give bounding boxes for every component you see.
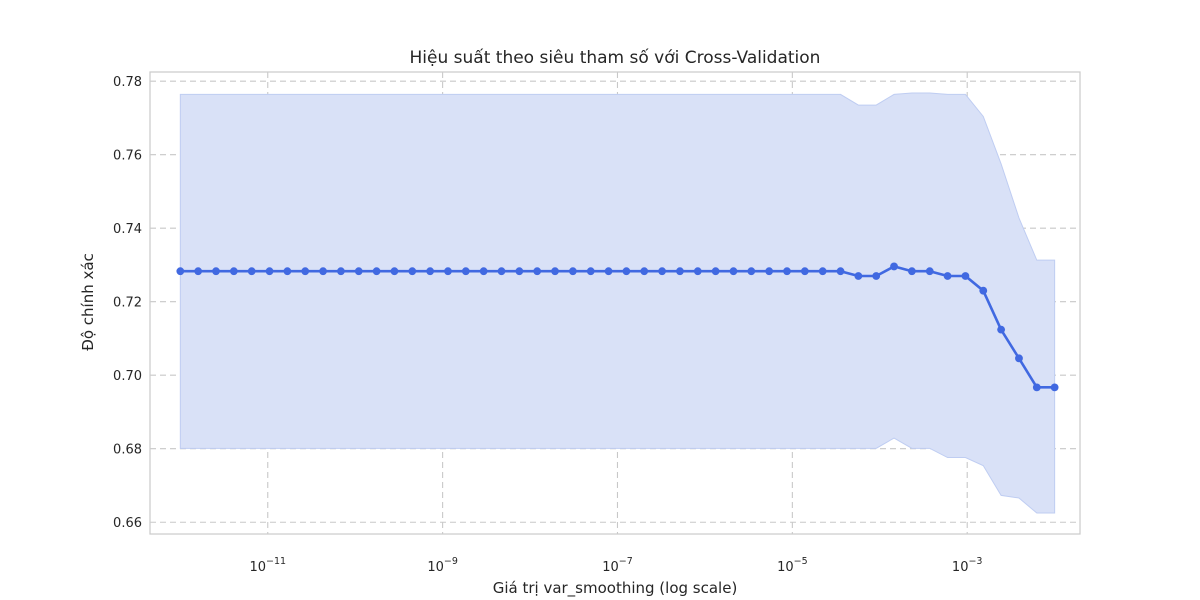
data-point [426,267,435,276]
data-point [283,267,292,276]
x-axis-ticks: 10−11 10−9 10−7 10−5 10−3 [249,556,982,575]
x-tick-label: 10−3 [952,556,983,575]
data-point [479,267,488,276]
y-tick-label: 0.72 [113,296,142,311]
data-points [176,262,1059,392]
data-point [515,267,524,276]
confidence-band [179,92,1056,514]
data-point [979,286,988,295]
data-point [908,267,916,276]
data-point [1050,383,1059,392]
x-tick-label: 10−7 [602,556,633,575]
data-point [943,272,952,280]
data-point [390,267,399,276]
data-point [194,267,203,276]
data-point [783,267,791,276]
x-axis-label: Giá trị var_smoothing (log scale) [493,579,738,598]
plot-frame [149,71,1081,535]
data-point [586,267,595,276]
data-point [854,272,863,280]
data-point [872,272,881,280]
data-point [765,267,774,276]
data-point [568,267,577,276]
data-point [747,267,756,276]
data-point [622,267,631,276]
data-point [836,267,845,276]
data-point [800,267,809,276]
data-point [818,267,827,276]
data-point [229,267,238,276]
data-point [372,267,381,276]
data-point [925,267,934,276]
data-point [640,267,649,276]
data-point [890,262,898,271]
data-point [1032,383,1041,392]
data-point [408,267,417,276]
data-point [212,267,220,276]
data-point [604,267,613,276]
y-axis-ticks: 0.66 0.68 0.70 0.72 0.74 0.76 0.78 [113,75,142,531]
data-point [301,267,310,276]
y-tick-label: 0.74 [113,222,142,237]
data-point [1015,354,1023,363]
data-point [247,267,256,276]
x-tick-label: 10−11 [249,556,286,575]
data-point [551,267,559,276]
data-point [676,267,684,276]
data-point [693,267,702,276]
y-tick-label: 0.70 [113,369,142,384]
data-point [176,267,185,276]
data-point [319,267,327,276]
y-axis-label: Độ chính xác [79,253,97,351]
y-tick-label: 0.66 [113,516,142,531]
data-point [961,272,970,280]
data-point [711,267,720,276]
data-point [729,267,738,276]
confidence-band-layer [179,92,1056,514]
data-point [444,267,452,276]
x-tick-label: 10−5 [777,556,808,575]
y-tick-label: 0.68 [113,443,142,458]
x-tick-label: 10−9 [427,556,458,575]
data-point [337,267,345,276]
data-point [497,267,506,276]
data-point [997,325,1006,334]
data-point [461,267,470,276]
data-point [658,267,666,276]
data-point [354,267,363,276]
y-tick-label: 0.76 [113,149,142,164]
y-tick-label: 0.78 [113,75,142,90]
data-point [265,267,274,276]
data-point [533,267,542,276]
chart-title: Hiệu suất theo siêu tham số với Cross-Va… [410,47,821,68]
